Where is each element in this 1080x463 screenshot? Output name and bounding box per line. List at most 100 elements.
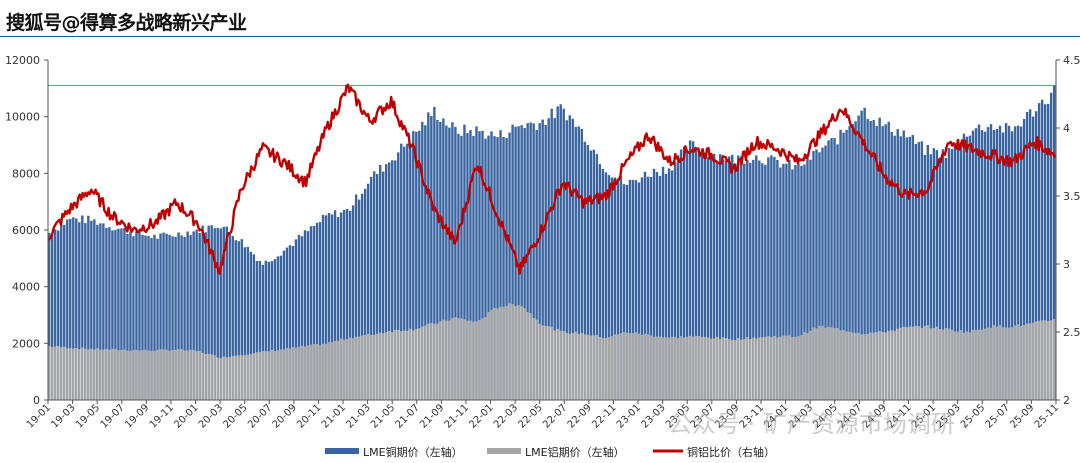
x-tick-label: 25-09 [1008, 402, 1036, 430]
copper-bar [541, 119, 544, 400]
aluminum-bar [421, 326, 424, 400]
aluminum-bar [282, 349, 286, 400]
aluminum-bar [246, 354, 249, 400]
copper-bar [309, 226, 313, 400]
copper-bar [51, 234, 54, 400]
aluminum-bar [547, 326, 550, 400]
aluminum-bar [920, 328, 924, 400]
copper-bar [219, 228, 222, 400]
aluminum-bar [881, 332, 884, 400]
left-tick-label: 0 [33, 394, 40, 407]
aluminum-bar [589, 335, 593, 400]
aluminum-bar [427, 323, 430, 400]
aluminum-bar [195, 351, 198, 400]
aluminum-bar [574, 331, 577, 400]
copper-bar [222, 226, 225, 400]
right-tick-label: 2 [1063, 394, 1070, 407]
copper-bar [694, 148, 698, 400]
page-title: 搜狐号@得算多战略新兴产业 [6, 12, 247, 34]
copper-bar [688, 140, 692, 400]
copper-bar [746, 159, 749, 400]
copper-bar [737, 155, 740, 400]
aluminum-bar [84, 348, 87, 400]
copper-aluminum-chart: 0 2000 4000 6000 8000 10000 12000 2 2.5 3 3.5 4 4.5 1… [5, 54, 1080, 459]
copper-bar [366, 183, 370, 400]
aluminum-bar [854, 333, 857, 400]
aluminum-bar [670, 336, 674, 400]
left-tick-label: 6000 [12, 224, 40, 237]
copper-bar [908, 136, 911, 400]
ratio-line-group [47, 83, 1057, 275]
copper-bar [442, 118, 445, 401]
aluminum-bar [788, 335, 791, 400]
aluminum-bar [586, 334, 590, 400]
aluminum-bar [719, 338, 722, 400]
x-tick-label: 21-11 [443, 402, 471, 430]
aluminum-bar [300, 345, 304, 400]
aluminum-bar [213, 355, 216, 400]
aluminum-bar [875, 332, 878, 400]
copper-bar [466, 133, 469, 400]
aluminum-bar [944, 328, 948, 400]
copper-bar [90, 220, 93, 400]
aluminum-bar [418, 328, 421, 400]
copper-bar [315, 222, 319, 400]
aluminum-bar [752, 337, 755, 400]
copper-bar [285, 247, 289, 400]
copper-bar [120, 228, 123, 400]
copper-bar [162, 232, 165, 400]
copper-bar [827, 140, 830, 400]
copper-bar [788, 160, 791, 400]
x-tick-label: 19-07 [99, 402, 127, 430]
copper-bar [661, 166, 665, 400]
copper-bar [544, 125, 547, 401]
aluminum-bar [255, 352, 259, 400]
copper-bar [743, 163, 746, 400]
aluminum-bar [1001, 327, 1005, 400]
copper-bar [204, 232, 207, 400]
aluminum-bar [655, 336, 659, 400]
aluminum-bar [240, 355, 243, 400]
copper-bar [60, 224, 63, 400]
copper-bar [1034, 111, 1038, 400]
copper-bar [538, 123, 541, 400]
aluminum-bar [812, 327, 815, 400]
copper-bar [640, 177, 644, 400]
copper-bar [418, 130, 421, 400]
copper-bar [345, 208, 349, 400]
copper-bar [243, 247, 246, 400]
copper-bar [622, 184, 626, 400]
copper-bar [484, 138, 487, 400]
copper-bar [436, 119, 439, 400]
aluminum-bar [995, 326, 999, 400]
copper-bar [63, 224, 66, 400]
copper-bar [637, 182, 641, 400]
aluminum-bar [57, 345, 60, 400]
aluminum-bar [228, 357, 231, 400]
aluminum-bar [129, 350, 132, 400]
aluminum-bar [971, 329, 975, 400]
aluminum-bar [514, 305, 517, 400]
copper-bar [1016, 125, 1020, 400]
aluminum-bar [688, 335, 692, 400]
aluminum-bar [691, 336, 695, 400]
aluminum-bar [520, 306, 523, 400]
copper-bar [312, 225, 316, 400]
aluminum-bar [758, 337, 761, 400]
copper-bar [499, 130, 502, 400]
aluminum-bar [1049, 320, 1053, 400]
copper-bar [1019, 126, 1023, 401]
copper-bar [914, 143, 917, 400]
copper-bar [550, 108, 553, 400]
copper-bar [195, 229, 198, 400]
copper-bar [673, 162, 677, 400]
copper-bar [977, 124, 981, 401]
aluminum-bar [345, 338, 349, 400]
aluminum-bar [565, 332, 568, 400]
right-tick-label: 4 [1063, 122, 1070, 135]
copper-bar [794, 165, 797, 400]
copper-bar [950, 148, 954, 400]
aluminum-bar [397, 329, 400, 400]
aluminum-bar [685, 336, 689, 400]
aluminum-bar [932, 328, 936, 400]
